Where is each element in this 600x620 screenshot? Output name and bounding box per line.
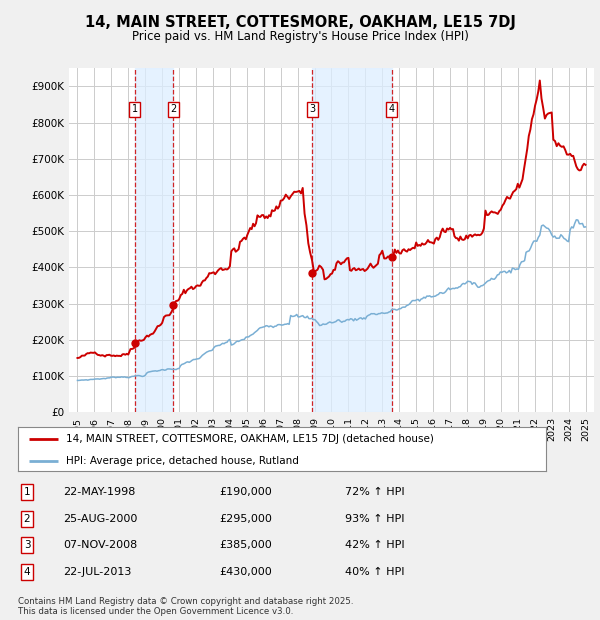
Bar [135, 68, 173, 412]
Text: 07-NOV-2008: 07-NOV-2008 [63, 540, 137, 551]
Text: 1: 1 [132, 105, 138, 115]
Text: Contains HM Land Registry data © Crown copyright and database right 2025.
This d: Contains HM Land Registry data © Crown c… [18, 597, 353, 616]
Text: £430,000: £430,000 [219, 567, 272, 577]
Text: £190,000: £190,000 [219, 487, 272, 497]
Text: 22-JUL-2013: 22-JUL-2013 [63, 567, 131, 577]
Text: 72% ↑ HPI: 72% ↑ HPI [345, 487, 404, 497]
Text: Price paid vs. HM Land Registry's House Price Index (HPI): Price paid vs. HM Land Registry's House … [131, 30, 469, 43]
Text: 42% ↑ HPI: 42% ↑ HPI [345, 540, 404, 551]
Text: HPI: Average price, detached house, Rutland: HPI: Average price, detached house, Rutl… [65, 456, 298, 466]
Text: £295,000: £295,000 [219, 513, 272, 524]
Text: 4: 4 [389, 105, 395, 115]
Text: 14, MAIN STREET, COTTESMORE, OAKHAM, LE15 7DJ (detached house): 14, MAIN STREET, COTTESMORE, OAKHAM, LE1… [65, 434, 433, 444]
Text: 2: 2 [170, 105, 176, 115]
Text: 93% ↑ HPI: 93% ↑ HPI [345, 513, 404, 524]
Text: 14, MAIN STREET, COTTESMORE, OAKHAM, LE15 7DJ: 14, MAIN STREET, COTTESMORE, OAKHAM, LE1… [85, 16, 515, 30]
Bar [312, 68, 392, 412]
Text: 3: 3 [23, 540, 31, 551]
Text: 4: 4 [23, 567, 31, 577]
Text: 2: 2 [23, 513, 31, 524]
Text: £385,000: £385,000 [219, 540, 272, 551]
Text: 1: 1 [23, 487, 31, 497]
Text: 40% ↑ HPI: 40% ↑ HPI [345, 567, 404, 577]
Text: 25-AUG-2000: 25-AUG-2000 [63, 513, 137, 524]
Text: 22-MAY-1998: 22-MAY-1998 [63, 487, 136, 497]
Text: 3: 3 [309, 105, 315, 115]
